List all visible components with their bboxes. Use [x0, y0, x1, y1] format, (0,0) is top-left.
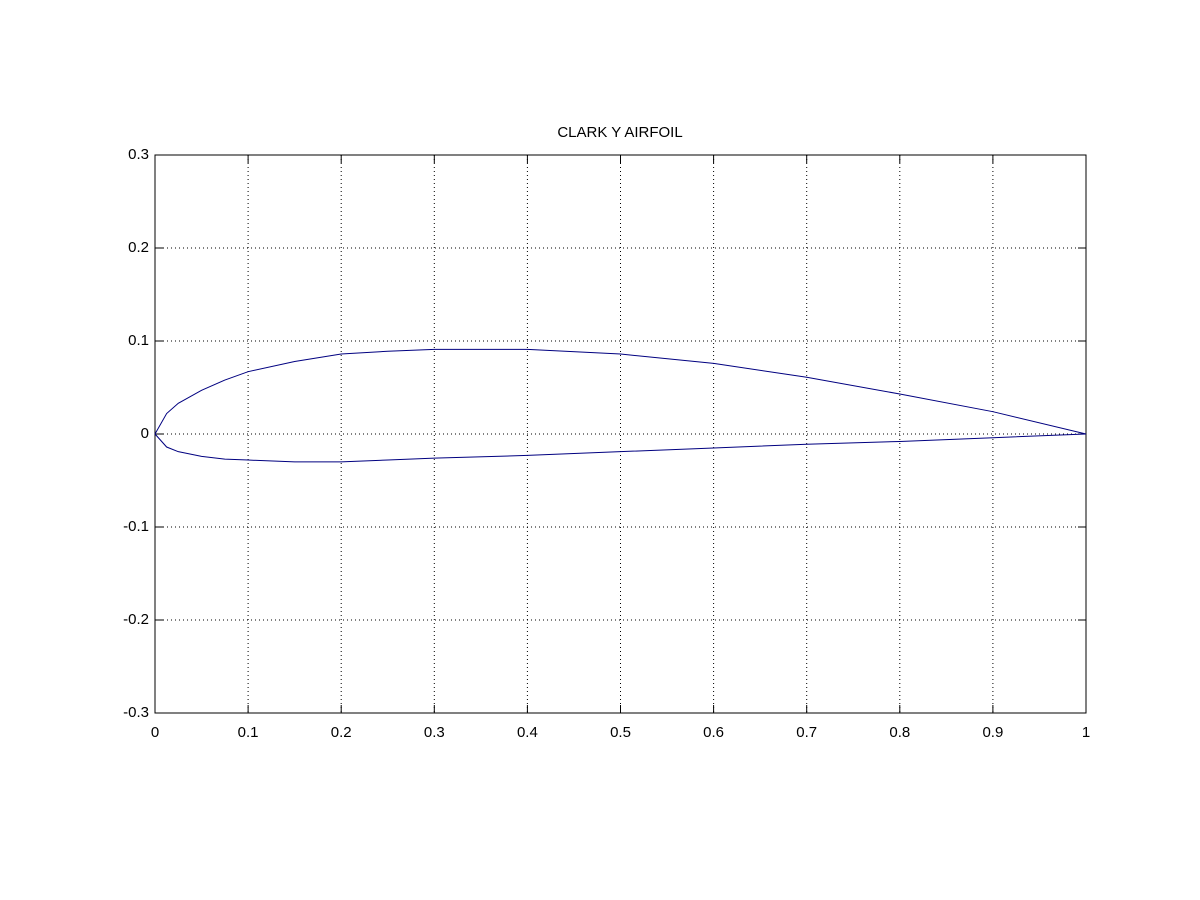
- airfoil-line: [154, 433, 1087, 463]
- x-tick-label: 0.6: [703, 724, 724, 741]
- x-tick-label: 0.7: [796, 724, 817, 741]
- chart-title: CLARK Y AIRFOIL: [557, 124, 682, 141]
- y-tick-label: 0: [141, 425, 149, 442]
- x-tick-label: 1: [1082, 724, 1090, 741]
- y-tick-label: 0.1: [128, 332, 149, 349]
- y-tick-label: -0.1: [123, 518, 149, 535]
- x-tick-label: 0.9: [982, 724, 1003, 741]
- y-tick-label: -0.3: [123, 704, 149, 721]
- x-tick-label: 0.8: [889, 724, 910, 741]
- x-tick-label: 0: [151, 724, 159, 741]
- y-tick-label: 0.2: [128, 239, 149, 256]
- x-tick-label: 0.1: [238, 724, 259, 741]
- x-tick-label: 0.3: [424, 724, 445, 741]
- airfoil-line: [154, 348, 1087, 435]
- x-tick-label: 0.5: [610, 724, 631, 741]
- x-tick-label: 0.4: [517, 724, 538, 741]
- x-tick-label: 0.2: [331, 724, 352, 741]
- y-tick-label: 0.3: [128, 146, 149, 163]
- y-tick-label: -0.2: [123, 611, 149, 628]
